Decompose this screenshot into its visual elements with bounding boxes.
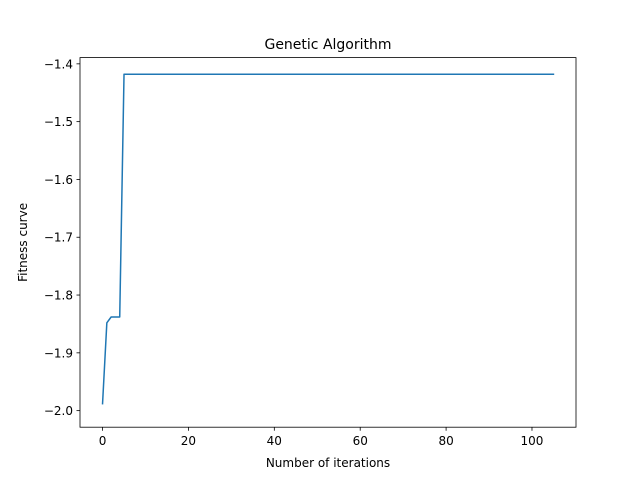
y-tick-label: −2.0 bbox=[44, 404, 73, 418]
x-tick-label: 40 bbox=[267, 434, 282, 448]
y-tick-label: −1.8 bbox=[44, 289, 73, 303]
y-axis: −2.0 −1.9 −1.8 −1.7 −1.6 −1.5 −1.4 bbox=[44, 57, 80, 418]
series-layer bbox=[101, 73, 555, 405]
x-tick-label: 80 bbox=[438, 434, 453, 448]
y-tick-label: −1.9 bbox=[44, 346, 73, 360]
x-tick-label: 0 bbox=[99, 434, 107, 448]
y-axis-label: Fitness curve bbox=[16, 203, 30, 282]
y-tick-label: −1.4 bbox=[44, 57, 73, 71]
plot-frame bbox=[79, 57, 577, 428]
y-tick-label: −1.5 bbox=[44, 115, 73, 129]
y-tick-label: −1.7 bbox=[44, 231, 73, 245]
chart-title: Genetic Algorithm bbox=[264, 37, 391, 53]
series-line bbox=[101, 73, 555, 405]
x-tick-label: 100 bbox=[521, 434, 544, 448]
x-tick-label: 60 bbox=[353, 434, 368, 448]
x-axis: 0 20 40 60 80 100 bbox=[99, 427, 544, 448]
plot-area bbox=[80, 57, 576, 428]
x-tick-label: 20 bbox=[181, 434, 196, 448]
y-tick-label: −1.6 bbox=[44, 173, 73, 187]
x-axis-label: Number of iterations bbox=[266, 456, 390, 470]
